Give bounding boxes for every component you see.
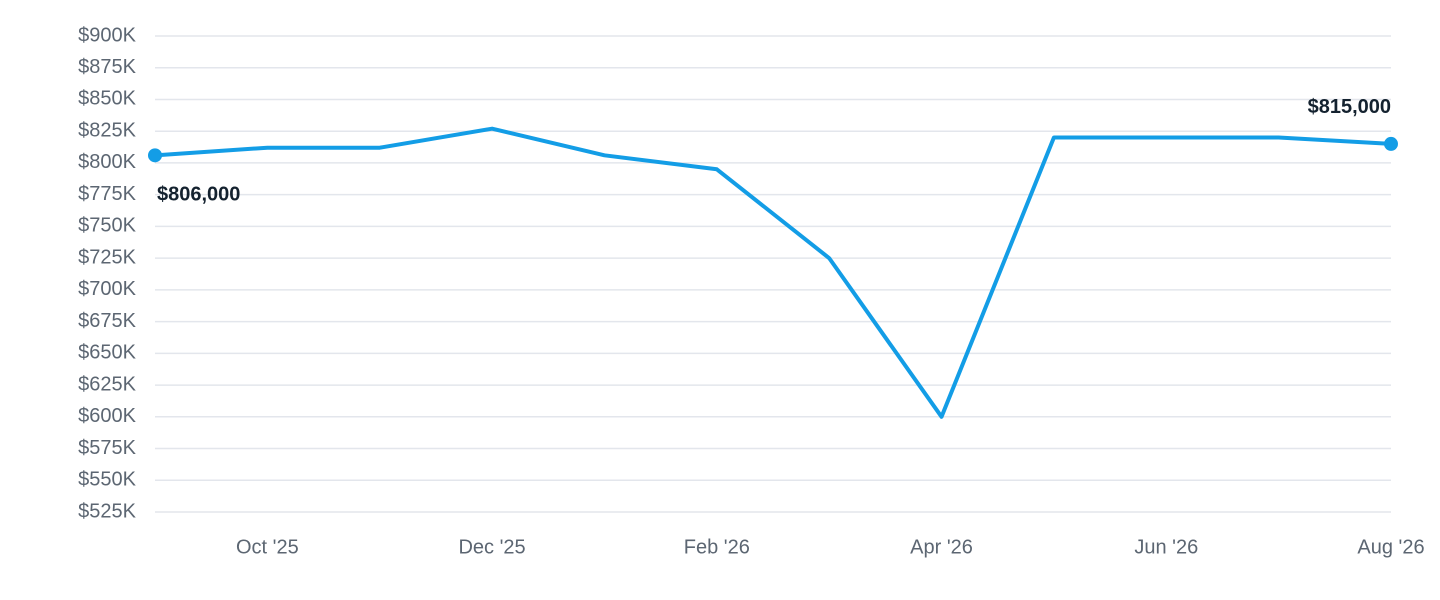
- x-tick-label: Jun '26: [1134, 536, 1198, 558]
- point-marker: [1384, 136, 1398, 151]
- y-tick-label: $625K: [78, 373, 136, 395]
- y-tick-label: $575K: [78, 437, 136, 459]
- y-tick-label: $900K: [78, 24, 136, 46]
- y-tick-label: $850K: [78, 88, 136, 110]
- y-tick-label: $700K: [78, 278, 136, 300]
- data-label: $806,000: [157, 184, 240, 206]
- data-label: $815,000: [1308, 96, 1391, 118]
- x-tick-label: Dec '25: [458, 536, 525, 558]
- y-tick-label: $650K: [78, 342, 136, 364]
- y-tick-label: $800K: [78, 151, 136, 173]
- y-tick-label: $750K: [78, 215, 136, 237]
- y-tick-label: $725K: [78, 246, 136, 268]
- x-tick-label: Aug '26: [1357, 536, 1424, 558]
- y-tick-label: $675K: [78, 310, 136, 332]
- x-tick-label: Apr '26: [910, 536, 973, 558]
- y-tick-label: $825K: [78, 119, 136, 141]
- y-tick-label: $875K: [78, 56, 136, 78]
- y-tick-label: $550K: [78, 469, 136, 491]
- line-series: [154, 126, 1392, 419]
- x-tick-label: Feb '26: [684, 536, 750, 558]
- y-tick-label: $525K: [78, 500, 136, 522]
- y-tick-label: $775K: [78, 183, 136, 205]
- point-marker: [148, 148, 162, 163]
- y-tick-label: $600K: [78, 405, 136, 427]
- x-tick-label: Oct '25: [236, 536, 299, 558]
